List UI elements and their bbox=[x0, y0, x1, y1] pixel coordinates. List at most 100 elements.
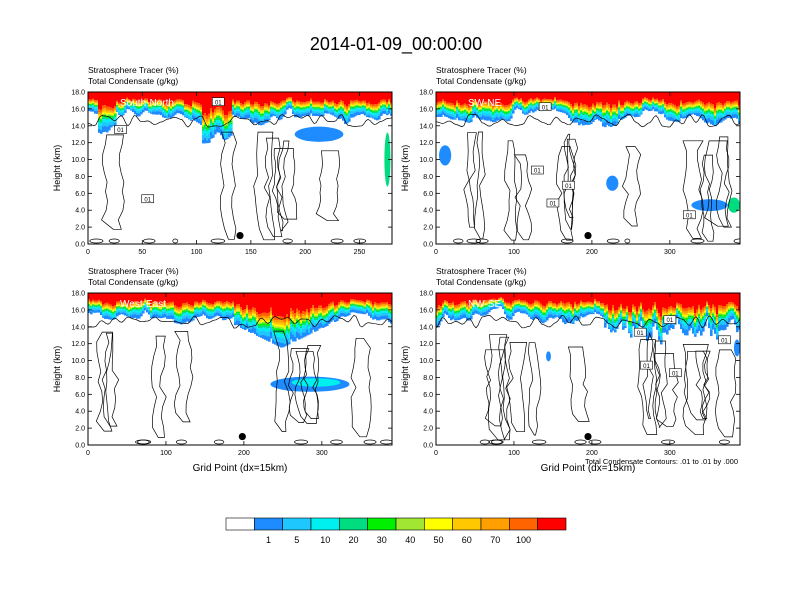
tracer-cell bbox=[260, 119, 263, 123]
tracer-cell bbox=[176, 311, 179, 313]
tracer-cell bbox=[224, 115, 227, 119]
tracer-cell bbox=[128, 103, 131, 105]
tracer-cell bbox=[116, 106, 119, 108]
tracer-cell bbox=[326, 322, 329, 326]
tracer-cell bbox=[592, 92, 595, 104]
tracer-cell bbox=[326, 92, 329, 101]
tracer-cell bbox=[670, 109, 673, 111]
tracer-cell bbox=[312, 320, 315, 325]
tracer-cell bbox=[500, 109, 503, 111]
tracer-cell bbox=[148, 305, 151, 307]
tracer-cell bbox=[194, 304, 197, 306]
tracer-cell bbox=[582, 111, 585, 113]
tracer-cell bbox=[200, 293, 203, 303]
tracer-cell bbox=[214, 308, 217, 310]
tracer-cell bbox=[220, 307, 223, 309]
tracer-cell bbox=[264, 115, 267, 119]
tracer-cell bbox=[446, 112, 449, 115]
tracer-cell bbox=[160, 303, 163, 306]
tracer-cell bbox=[354, 110, 357, 113]
tracer-cell bbox=[198, 115, 201, 119]
tracer-cell bbox=[132, 306, 135, 308]
tracer-cell bbox=[178, 309, 181, 311]
tracer-cell bbox=[164, 106, 167, 108]
tracer-cell bbox=[262, 293, 265, 313]
tracer-cell bbox=[470, 104, 473, 107]
tracer-cell bbox=[460, 105, 463, 107]
tracer-cell bbox=[198, 304, 201, 306]
tracer-cell bbox=[534, 106, 537, 109]
tracer-cell bbox=[346, 307, 349, 309]
tracer-cell bbox=[636, 92, 639, 101]
tracer-cell bbox=[580, 113, 583, 116]
tracer-cell bbox=[586, 109, 589, 111]
tracer-cell bbox=[224, 308, 227, 310]
tracer-cell bbox=[184, 318, 187, 323]
tracer-cell bbox=[494, 105, 497, 108]
tracer-cell bbox=[640, 107, 643, 109]
tracer-cell bbox=[178, 105, 181, 107]
tracer-cell bbox=[290, 101, 293, 103]
tracer-cell bbox=[98, 92, 101, 110]
tracer-cell bbox=[720, 103, 723, 106]
tracer-cell bbox=[198, 305, 201, 307]
tracer-cell bbox=[206, 129, 209, 132]
tracer-cell bbox=[518, 102, 521, 103]
tracer-cell bbox=[568, 107, 571, 108]
tracer-cell bbox=[280, 115, 283, 120]
tracer-cell bbox=[108, 305, 111, 307]
tracer-cell bbox=[516, 100, 519, 102]
tracer-cell bbox=[730, 106, 733, 108]
tracer-cell bbox=[322, 310, 325, 313]
tracer-cell bbox=[284, 111, 287, 115]
tracer-cell bbox=[100, 304, 103, 306]
tracer-cell bbox=[522, 105, 525, 106]
tracer-cell bbox=[456, 104, 459, 106]
tracer-cell bbox=[252, 310, 255, 313]
tracer-cell bbox=[234, 112, 237, 115]
tracer-cell bbox=[680, 102, 683, 104]
tracer-cell bbox=[370, 107, 373, 109]
tracer-cell bbox=[236, 100, 239, 103]
tracer-cell bbox=[138, 103, 141, 105]
tracer-cell bbox=[168, 304, 171, 306]
tracer-cell bbox=[306, 112, 309, 116]
tracer-cell bbox=[208, 113, 211, 118]
tracer-cell bbox=[738, 105, 740, 108]
tracer-cell bbox=[562, 100, 565, 102]
tracer-cell bbox=[100, 119, 103, 122]
tracer-cell bbox=[284, 318, 287, 322]
tracer-cell bbox=[622, 106, 625, 109]
tracer-cell bbox=[302, 101, 305, 104]
tracer-cell bbox=[308, 325, 311, 329]
tracer-cell bbox=[292, 310, 295, 315]
tracer-cell bbox=[256, 317, 259, 319]
tracer-cell bbox=[626, 110, 629, 113]
tracer-cell bbox=[204, 308, 207, 310]
tracer-cell bbox=[202, 128, 205, 132]
tracer-cell bbox=[102, 304, 105, 307]
tracer-cell bbox=[242, 114, 245, 118]
tracer-cell bbox=[296, 92, 299, 101]
tracer-cell bbox=[704, 104, 707, 107]
tracer-cell bbox=[316, 107, 319, 109]
tracer-cell bbox=[302, 311, 305, 315]
tracer-cell bbox=[476, 101, 479, 104]
tracer-cell bbox=[232, 308, 235, 310]
tracer-cell bbox=[722, 109, 725, 111]
tracer-cell bbox=[490, 108, 493, 110]
tracer-cell bbox=[136, 110, 139, 113]
tracer-cell bbox=[700, 101, 703, 103]
tracer-cell bbox=[158, 308, 161, 310]
tracer-cell bbox=[668, 112, 671, 115]
tracer-cell bbox=[588, 92, 591, 108]
tracer-cell bbox=[716, 92, 719, 103]
tracer-cell bbox=[486, 113, 489, 117]
tracer-cell bbox=[102, 126, 105, 133]
tracer-cell bbox=[520, 99, 523, 101]
tracer-cell bbox=[114, 307, 117, 309]
tracer-cell bbox=[652, 106, 655, 110]
tracer-cell bbox=[88, 305, 91, 307]
tracer-cell bbox=[126, 92, 129, 98]
tracer-cell bbox=[502, 109, 505, 111]
